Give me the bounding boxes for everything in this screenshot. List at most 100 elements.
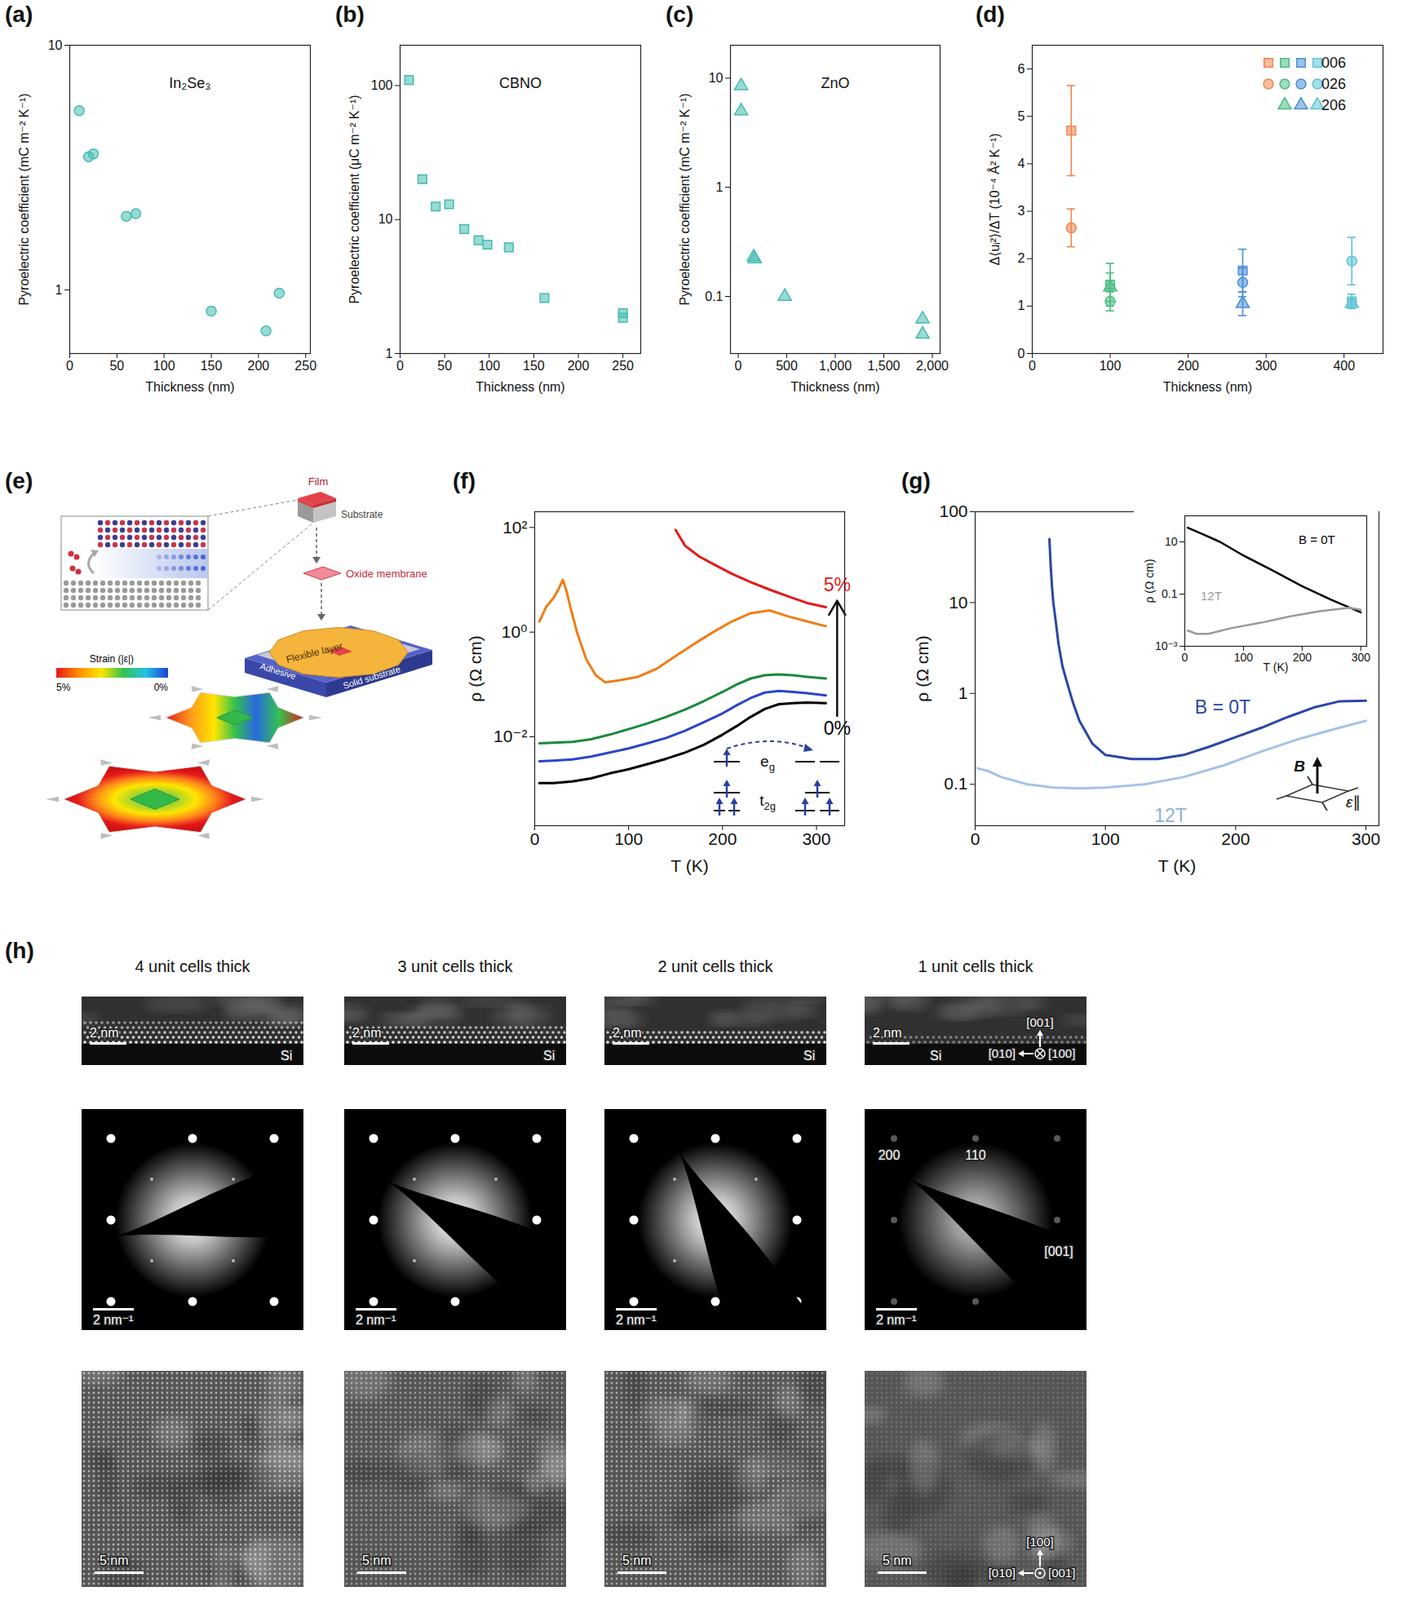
svg-text:300: 300 bbox=[1255, 358, 1278, 373]
svg-text:4 unit cells thick: 4 unit cells thick bbox=[134, 957, 251, 976]
svg-text:1,000: 1,000 bbox=[818, 358, 852, 373]
svg-text:T (K): T (K) bbox=[1158, 856, 1196, 876]
svg-text:CBNO: CBNO bbox=[499, 75, 542, 92]
svg-text:250: 250 bbox=[294, 358, 317, 373]
svg-text:4: 4 bbox=[1017, 156, 1026, 171]
svg-text:Thickness (nm): Thickness (nm) bbox=[475, 380, 565, 394]
svg-text:1: 1 bbox=[958, 683, 969, 703]
svg-text:50: 50 bbox=[109, 358, 124, 373]
svg-text:10⁻²: 10⁻² bbox=[493, 726, 527, 746]
svg-text:200: 200 bbox=[1177, 358, 1200, 373]
svg-text:ρ (Ω cm): ρ (Ω cm) bbox=[465, 635, 485, 702]
svg-text:t2g: t2g bbox=[759, 792, 776, 813]
svg-text:B = 0T: B = 0T bbox=[1298, 532, 1336, 547]
svg-text:2 nm: 2 nm bbox=[872, 1026, 903, 1041]
svg-text:0: 0 bbox=[396, 358, 404, 373]
svg-text:10⁰: 10⁰ bbox=[501, 622, 528, 642]
svg-text:0: 0 bbox=[530, 829, 540, 849]
svg-text:500: 500 bbox=[775, 358, 798, 373]
svg-text:eg: eg bbox=[760, 752, 775, 774]
svg-text:Adhesive: Adhesive bbox=[258, 660, 297, 682]
svg-text:Film: Film bbox=[308, 475, 329, 488]
svg-text:150: 150 bbox=[522, 358, 545, 373]
svg-text:2 nm: 2 nm bbox=[612, 1026, 642, 1041]
svg-text:026: 026 bbox=[1321, 75, 1346, 93]
svg-text:100: 100 bbox=[153, 358, 176, 373]
svg-text:100: 100 bbox=[1234, 650, 1254, 664]
svg-text:Si: Si bbox=[280, 1048, 293, 1063]
svg-text:5%: 5% bbox=[823, 574, 851, 596]
svg-text:Oxide membrane: Oxide membrane bbox=[345, 567, 428, 580]
svg-text:200: 200 bbox=[1292, 650, 1313, 664]
svg-text:0%: 0% bbox=[154, 681, 169, 694]
svg-text:5 nm: 5 nm bbox=[99, 1553, 129, 1568]
svg-text:12T: 12T bbox=[1154, 805, 1187, 827]
svg-text:6: 6 bbox=[1017, 61, 1026, 76]
svg-text:0: 0 bbox=[734, 358, 743, 373]
svg-text:12T: 12T bbox=[1200, 588, 1222, 603]
svg-text:ε∥: ε∥ bbox=[1345, 793, 1361, 812]
svg-text:2 nm⁻¹: 2 nm⁻¹ bbox=[615, 1313, 656, 1328]
svg-text:10: 10 bbox=[1164, 535, 1178, 549]
svg-text:T (K): T (K) bbox=[670, 856, 709, 876]
svg-text:100: 100 bbox=[1091, 829, 1120, 849]
svg-text:10⁻³: 10⁻³ bbox=[1155, 639, 1178, 653]
svg-text:400: 400 bbox=[1332, 358, 1355, 373]
svg-text:100: 100 bbox=[614, 829, 643, 849]
svg-text:In₂Se₃: In₂Se₃ bbox=[168, 75, 211, 92]
svg-text:006: 006 bbox=[1321, 54, 1346, 71]
svg-text:5 nm: 5 nm bbox=[362, 1553, 392, 1568]
svg-text:300: 300 bbox=[801, 829, 831, 849]
svg-text:110: 110 bbox=[964, 1148, 987, 1163]
svg-text:0.1: 0.1 bbox=[1161, 587, 1178, 601]
svg-text:5 nm: 5 nm bbox=[882, 1553, 912, 1568]
svg-text:[100]: [100] bbox=[1026, 1535, 1054, 1550]
svg-text:100: 100 bbox=[477, 358, 501, 373]
svg-text:2 nm: 2 nm bbox=[89, 1026, 120, 1041]
svg-text:5%: 5% bbox=[56, 681, 71, 694]
svg-text:1: 1 bbox=[385, 346, 394, 361]
svg-text:[001]: [001] bbox=[1026, 1015, 1054, 1030]
svg-text:Pyroelectric coefficient (μC m: Pyroelectric coefficient (μC m⁻² K⁻¹) bbox=[347, 94, 362, 304]
svg-text:10: 10 bbox=[378, 212, 394, 226]
svg-text:ZnO: ZnO bbox=[820, 75, 850, 92]
svg-text:2,000: 2,000 bbox=[916, 358, 949, 373]
svg-text:10: 10 bbox=[708, 70, 724, 85]
svg-text:0.1: 0.1 bbox=[943, 774, 968, 793]
svg-text:100: 100 bbox=[938, 501, 968, 521]
svg-text:2 nm: 2 nm bbox=[352, 1026, 382, 1041]
svg-text:[001]: [001] bbox=[1044, 1244, 1074, 1259]
svg-text:Thickness (nm): Thickness (nm) bbox=[145, 380, 235, 394]
svg-text:2: 2 bbox=[1017, 251, 1026, 266]
svg-text:Si: Si bbox=[543, 1048, 555, 1063]
svg-text:Thickness (nm): Thickness (nm) bbox=[790, 380, 880, 394]
svg-text:200: 200 bbox=[567, 358, 590, 373]
svg-text:[010]: [010] bbox=[988, 1046, 1016, 1061]
svg-text:10²: 10² bbox=[502, 517, 527, 537]
svg-text:B = 0T: B = 0T bbox=[1194, 696, 1251, 718]
svg-text:5: 5 bbox=[1017, 109, 1026, 124]
svg-text:ρ (Ω cm): ρ (Ω cm) bbox=[912, 635, 932, 702]
svg-text:[100]: [100] bbox=[1048, 1046, 1076, 1061]
svg-text:1 unit cells thick: 1 unit cells thick bbox=[917, 957, 1034, 976]
svg-text:Solid substrate: Solid substrate bbox=[341, 663, 402, 691]
svg-text:300: 300 bbox=[1351, 650, 1372, 664]
svg-text:200: 200 bbox=[878, 1148, 901, 1163]
svg-text:300: 300 bbox=[1351, 829, 1381, 849]
svg-text:10: 10 bbox=[48, 38, 63, 53]
svg-text:T (K): T (K) bbox=[1263, 660, 1289, 674]
svg-text:Pyroelectric coefficient (mC m: Pyroelectric coefficient (mC m⁻² K⁻¹) bbox=[17, 92, 31, 306]
svg-text:206: 206 bbox=[1321, 97, 1346, 114]
svg-text:200: 200 bbox=[1221, 829, 1250, 849]
svg-text:2 nm⁻¹: 2 nm⁻¹ bbox=[355, 1313, 396, 1328]
svg-text:10: 10 bbox=[948, 593, 968, 612]
svg-text:150: 150 bbox=[200, 358, 223, 373]
svg-text:Δ⟨uᵢ²⟩/ΔT (10⁻⁴ Å² K⁻¹): Δ⟨uᵢ²⟩/ΔT (10⁻⁴ Å² K⁻¹) bbox=[986, 132, 1002, 266]
svg-text:200: 200 bbox=[247, 358, 270, 373]
svg-text:0%: 0% bbox=[823, 717, 851, 740]
svg-text:3 unit cells thick: 3 unit cells thick bbox=[397, 957, 514, 976]
svg-text:Flexible layer: Flexible layer bbox=[284, 640, 344, 666]
svg-text:Substrate: Substrate bbox=[340, 508, 384, 521]
svg-text:1: 1 bbox=[55, 283, 63, 297]
svg-text:200: 200 bbox=[708, 829, 737, 849]
